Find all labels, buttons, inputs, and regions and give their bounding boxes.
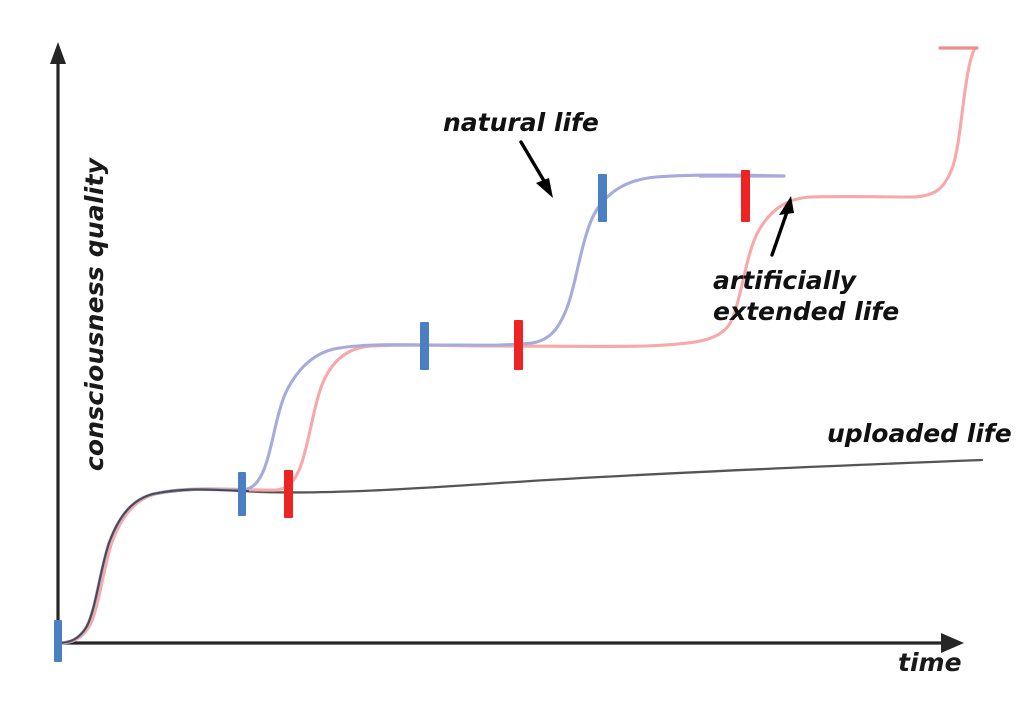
axes-group-final <box>50 42 964 653</box>
artificially-extended-life-label: artificially extended life <box>713 266 899 327</box>
artificially-extended-life-label-line1: artificially <box>713 266 857 295</box>
tick-blue-1 <box>238 472 246 516</box>
artificially-extended-life-label-line2: extended life <box>713 296 900 326</box>
tick-red-1 <box>284 470 293 518</box>
tick-markers-group <box>54 170 750 662</box>
x-axis-arrowhead-final <box>941 633 964 653</box>
origin-overlap-segment <box>56 488 250 645</box>
tick-blue-3 <box>598 174 607 222</box>
uploaded-life-label: uploaded life <box>827 419 1012 448</box>
x-axis-label: time <box>898 648 962 677</box>
tick-blue-2 <box>420 322 429 370</box>
y-axis-arrowhead-final <box>50 42 66 64</box>
artificial-life-arrow-head <box>779 196 794 215</box>
tick-red-2 <box>514 320 523 370</box>
y-axis-label: consciousness quality <box>80 157 110 472</box>
natural-life-arrow-head <box>536 178 553 198</box>
annotation-arrows-group <box>519 140 794 257</box>
natural-life-arrow-shaft <box>519 140 549 188</box>
tick-red-3 <box>741 170 750 222</box>
artificial-life-arrow-shaft <box>770 207 790 257</box>
natural-life-label: natural life <box>443 108 599 137</box>
tick-blue-origin <box>54 620 62 662</box>
